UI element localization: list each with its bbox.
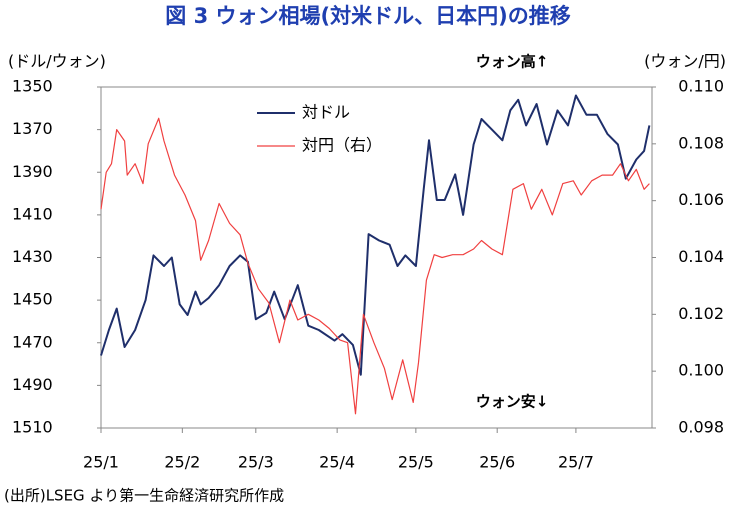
x-tick-label: 25/6	[479, 453, 515, 472]
legend-label: 対円（右）	[302, 136, 382, 155]
y2-tick-label: 0.100	[678, 361, 724, 380]
y-tick-label: 1350	[12, 77, 53, 96]
x-tick-label: 25/3	[238, 453, 274, 472]
x-tick-label: 25/1	[83, 453, 119, 472]
y-tick-label: 1430	[12, 247, 53, 266]
chart-title: 図 3 ウォン相場(対米ドル、日本円)の推移	[165, 4, 570, 28]
y2-tick-label: 0.106	[678, 190, 724, 209]
x-tick-label: 25/5	[398, 453, 434, 472]
y-tick-label: 1490	[12, 375, 53, 394]
y-tick-label: 1510	[12, 418, 53, 437]
y2-tick-label: 0.098	[678, 418, 724, 437]
x-tick-label: 25/2	[164, 453, 200, 472]
y2-axis-label: (ウォン/円)	[644, 52, 726, 71]
annotation: ウォン安↓	[476, 393, 549, 411]
legend-label: 対ドル	[302, 103, 350, 122]
series-line	[100, 117, 650, 415]
y2-tick-label: 0.102	[678, 304, 724, 323]
y-tick-label: 1390	[12, 162, 53, 181]
y2-tick-label: 0.108	[678, 133, 724, 152]
y-tick-label: 1370	[12, 119, 53, 138]
y-tick-label: 1450	[12, 290, 53, 309]
x-tick-label: 25/4	[319, 453, 355, 472]
y2-tick-label: 0.110	[678, 77, 724, 96]
annotation: ウォン高↑	[476, 53, 549, 71]
x-tick-label: 25/7	[558, 453, 594, 472]
y-axis-label: (ドル/ウォン)	[8, 52, 106, 71]
y-tick-label: 1410	[12, 204, 53, 223]
source-note: (出所)LSEG より第一生命経済研究所作成	[4, 487, 284, 505]
y2-tick-label: 0.104	[678, 247, 724, 266]
series-line	[100, 94, 651, 376]
y-tick-label: 1470	[12, 332, 53, 351]
